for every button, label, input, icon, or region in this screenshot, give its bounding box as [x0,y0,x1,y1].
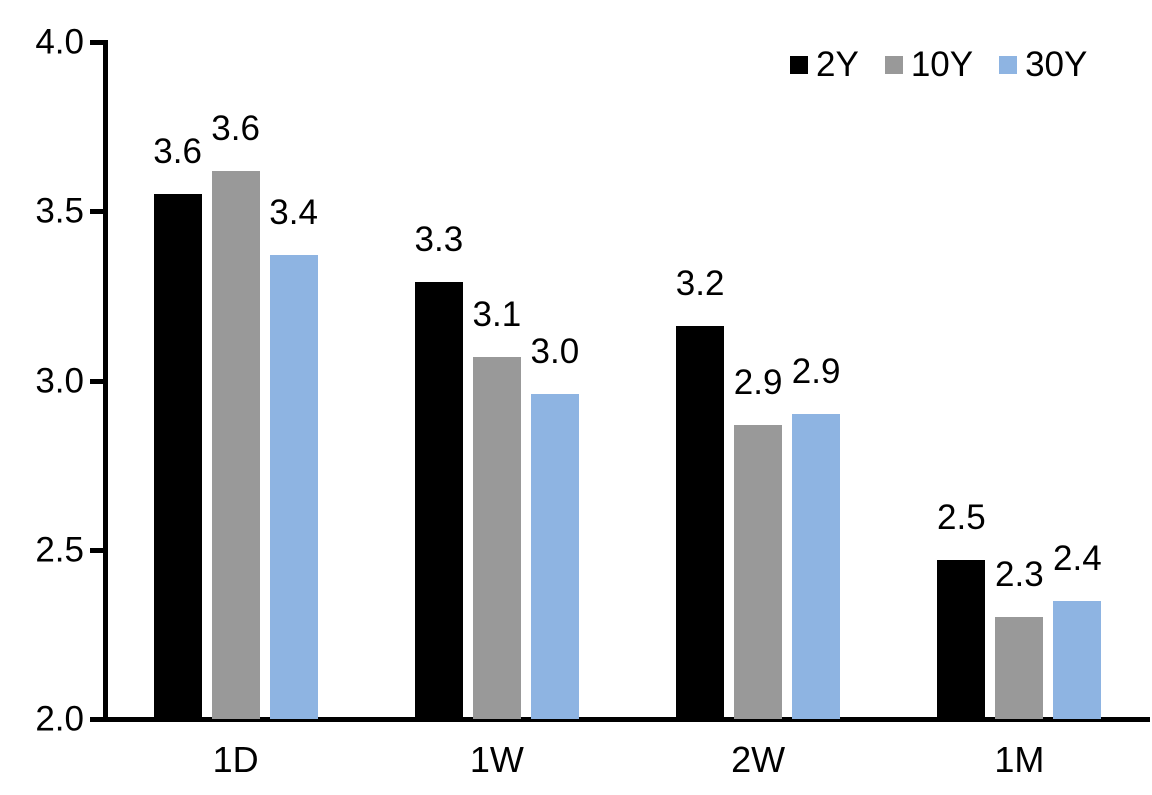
bar-value-label: 3.4 [269,193,318,233]
x-category-label: 1M [994,739,1045,780]
y-tick-label: 2.5 [35,530,84,570]
x-category-label: 1D [212,739,259,780]
bar-value-label: 3.2 [675,264,725,304]
bar [734,424,783,719]
y-tick-label: 2.0 [35,699,84,739]
y-tick-label: 4.0 [35,22,84,62]
legend-swatch-icon [884,55,903,74]
bar [676,326,725,719]
legend-swatch-icon [999,55,1018,74]
legend-item: 2Y [790,47,859,82]
bar [472,356,521,719]
y-tick-mark [90,547,106,553]
bar-value-label: 3.1 [472,294,522,334]
bar [530,394,579,719]
legend-swatch-icon [790,55,808,74]
x-category-label: 1W [469,739,524,780]
bar-value-label: 2.9 [733,362,783,402]
bar [414,282,463,719]
bar [1053,600,1102,719]
bar-value-label: 2.5 [937,497,986,537]
bar [995,617,1044,719]
y-tick-label: 3.0 [35,361,84,400]
bar-value-label: 3.6 [153,132,202,172]
y-tick-mark [90,717,106,722]
legend-item: 30Y [999,47,1087,82]
bar-value-label: 3.0 [530,332,580,372]
bar [792,414,841,719]
legend-label: 10Y [910,45,974,84]
y-tick-mark [90,378,106,384]
x-axis [90,717,1150,722]
y-tick-mark [90,209,106,215]
bar-value-label: 2.9 [791,352,841,392]
bar [153,194,202,719]
legend-label: 30Y [1025,45,1088,84]
legend-label: 2Y [816,45,859,84]
y-tick-mark [90,40,106,45]
legend-item: 10Y [884,45,974,84]
x-category-label: 2W [731,739,786,780]
bar [211,170,260,719]
bar-value-label: 3.3 [414,220,464,260]
bar [269,255,318,719]
bar-value-label: 3.6 [211,108,260,148]
bar-value-label: 2.4 [1053,538,1102,578]
y-tick-label: 3.5 [35,191,84,231]
legend: 2Y 10Y 30Y [790,47,1087,82]
bar [937,559,986,719]
bar-value-label: 2.3 [995,555,1044,595]
